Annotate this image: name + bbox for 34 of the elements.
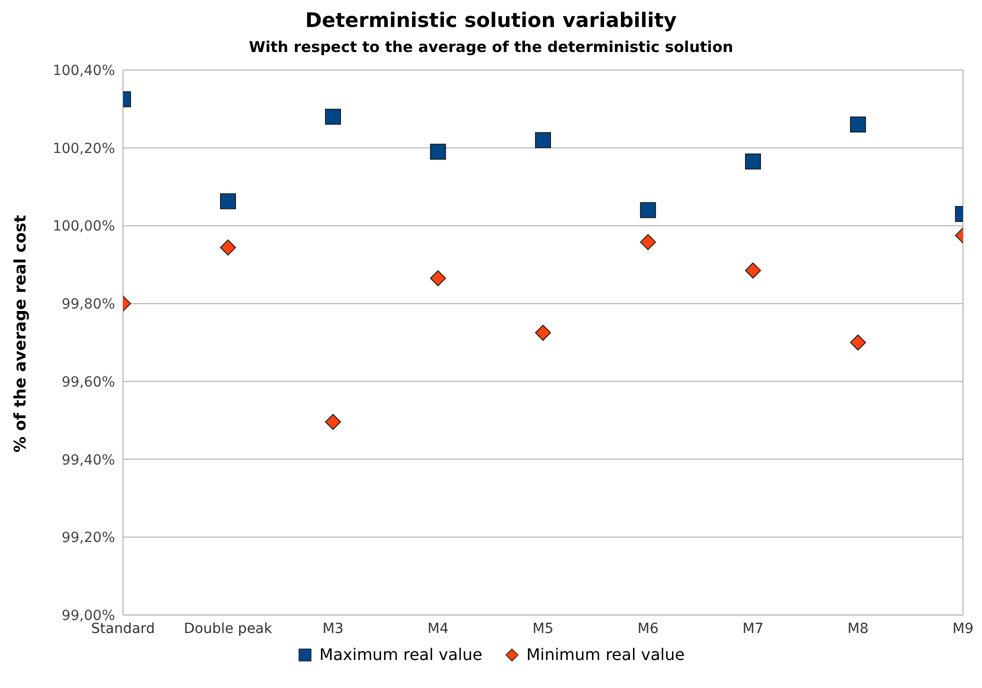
point [745,262,761,278]
point [325,414,341,430]
y-tick-label: 100,20% [52,140,115,157]
y-tick-label: 99,40% [62,452,115,468]
y-tick-label: 99,20% [62,530,115,546]
legend-label: Minimum real value [526,645,685,664]
y-tick-label: 100,00% [52,218,115,235]
y-axis-title: % of the average real cost [10,214,30,452]
y-tick-label: 100,40% [52,62,115,79]
chart-subtitle: With respect to the average of the deterministic solution [248,38,734,56]
point [220,193,236,210]
point [535,324,551,341]
point [220,240,236,256]
point [640,234,656,250]
x-tick-label: M8 [848,620,868,637]
x-tick-label: M7 [742,620,764,637]
y-tick-label: 99,60% [62,374,115,390]
point [535,132,551,148]
point [430,144,446,160]
point [745,153,761,170]
x-tick-label: M4 [428,620,449,637]
x-tick-label: M6 [638,620,659,637]
x-tick-label: M9 [952,620,974,637]
point [850,334,866,350]
point [850,116,866,132]
point [430,270,446,286]
point [325,108,341,125]
x-tick-label: M3 [322,620,344,637]
y-tick-label: 99,80% [62,296,115,313]
legend-label: Maximum real value [319,645,482,664]
chart-title: Deterministic solution variability [304,8,678,32]
x-tick-label: M5 [532,620,554,637]
point [640,202,656,218]
x-tick-label: Double peak [184,620,274,637]
